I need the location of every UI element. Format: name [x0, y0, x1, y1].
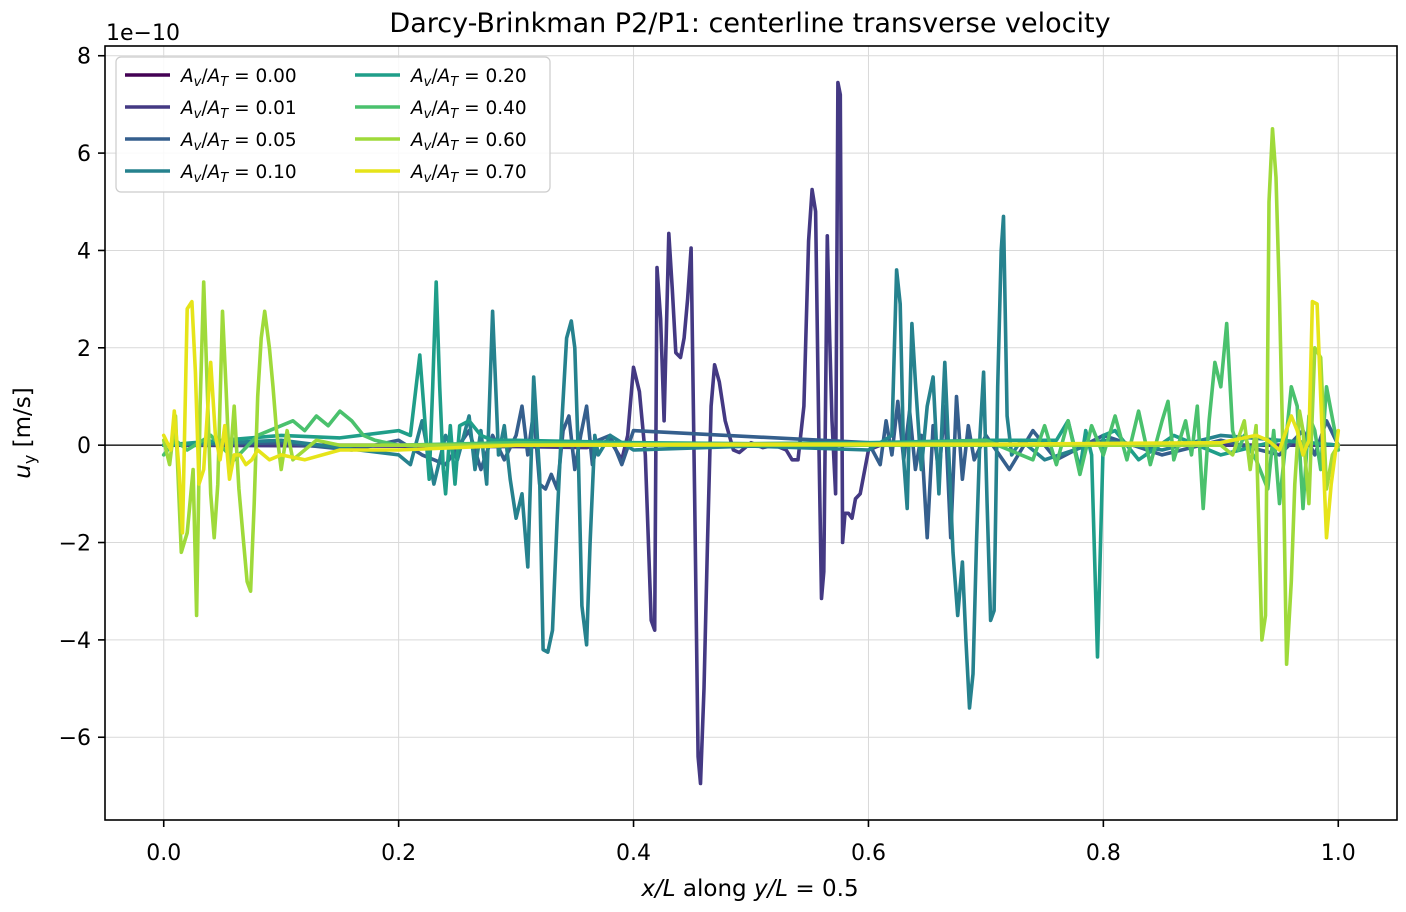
x-tick-label: 0.8 — [1086, 841, 1121, 866]
series-line-0.40 — [161, 321, 1341, 511]
y-axis-label-unit: [m/s] — [10, 387, 36, 454]
legend-entry-label: Av/AT = 0.20 — [410, 66, 527, 90]
x-tick-label: 0.0 — [146, 841, 181, 866]
y-tick-label: 0 — [77, 434, 91, 459]
series-line-0.20 — [161, 280, 1341, 659]
x-tick-label: 0.2 — [381, 841, 416, 866]
x-axis-label: x/L along y/L = 0.5 — [640, 876, 858, 902]
legend-entry-label: Av/AT = 0.60 — [410, 130, 527, 154]
x-axis-label-value: = 0.5 — [788, 876, 858, 902]
y-tick-label: −2 — [59, 532, 91, 557]
legend-entry-label: Av/AT = 0.40 — [410, 98, 527, 122]
series-line-0.70 — [161, 299, 1341, 540]
series-lines — [161, 80, 1341, 786]
y-tick-label: 6 — [77, 142, 91, 167]
y-tick-label: −4 — [59, 629, 91, 654]
series-line-0.01 — [161, 80, 1341, 786]
chart-title: Darcy-Brinkman P2/P1: centerline transve… — [389, 8, 1110, 39]
plot-frame — [104, 45, 1398, 821]
x-tick-label: 0.4 — [616, 841, 651, 866]
y-axis-label: uy [m/s] — [10, 387, 39, 478]
x-tick-label: 0.6 — [851, 841, 886, 866]
x-axis-label-var2: y/L — [753, 876, 788, 902]
y-offset-text: 1e−10 — [106, 21, 180, 46]
legend: Av/AT = 0.00 Av/AT = 0.01 Av/AT = 0.05 Av/A… — [115, 56, 551, 193]
legend-entry-label: Av/AT = 0.05 — [180, 130, 297, 154]
legend-entry-label: Av/AT = 0.01 — [180, 98, 297, 122]
x-axis-ticks: 0.0 0.2 0.4 0.6 0.8 1.0 — [146, 820, 1356, 866]
legend-entry-label: Av/AT = 0.10 — [180, 162, 297, 186]
y-tick-label: 2 — [77, 337, 91, 362]
y-tick-label: −6 — [59, 726, 91, 751]
y-tick-label: 8 — [77, 45, 91, 70]
y-tick-label: 4 — [77, 239, 91, 264]
y-axis-label-subscript: y — [20, 455, 39, 464]
x-tick-label: 1.0 — [1321, 841, 1356, 866]
legend-entry-label: Av/AT = 0.00 — [180, 66, 297, 90]
x-axis-label-along: along — [676, 876, 754, 902]
legend-box — [115, 56, 551, 193]
y-axis-label-symbol: u — [10, 464, 36, 479]
y-axis-ticks: −6 −4 −2 0 2 4 6 8 — [59, 45, 105, 751]
series-line-0.05 — [161, 394, 1341, 540]
x-axis-label-var1: x/L — [640, 876, 675, 902]
series-line-0.60 — [161, 127, 1341, 666]
legend-entry-label: Av/AT = 0.70 — [410, 162, 527, 186]
